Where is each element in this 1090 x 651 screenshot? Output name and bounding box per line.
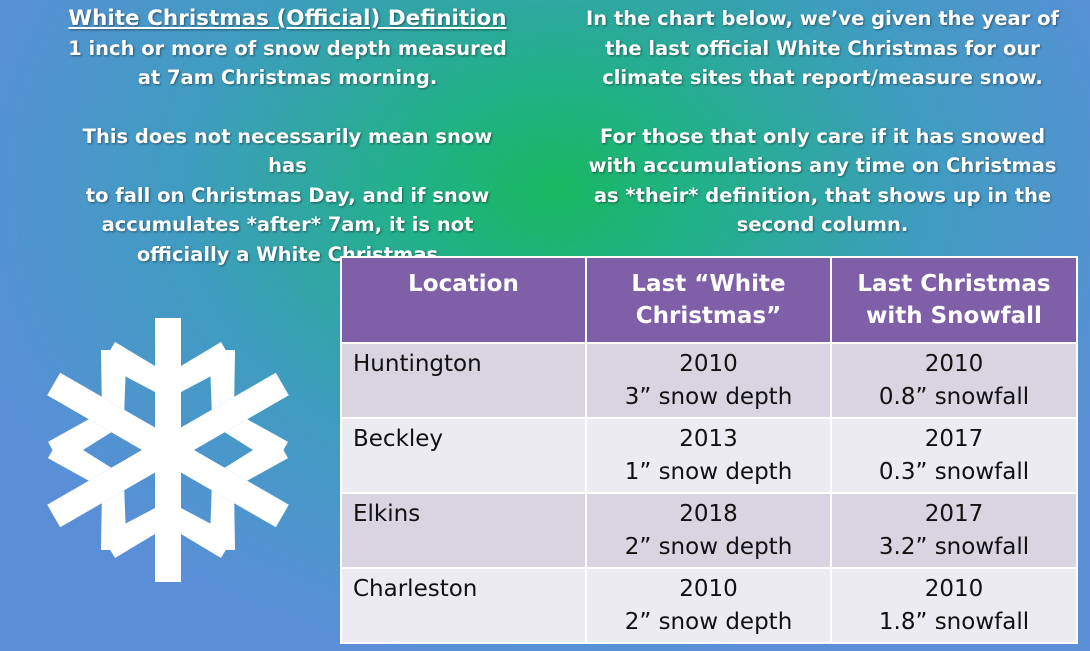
header-line: Snowfall <box>930 303 1042 329</box>
explanation-line: In the chart below, we’ve given the year… <box>586 7 1059 30</box>
header-white-christmas: Last “White Christmas” <box>585 256 832 344</box>
detail: 0.3” snowfall <box>878 459 1030 485</box>
detail: 1.8” snowfall <box>878 609 1030 635</box>
note-line: This does not necessarily mean snow has <box>82 124 493 178</box>
explanation-panel: In the chart below, we’ve given the year… <box>585 4 1060 240</box>
year: 2010 <box>679 351 738 377</box>
explanation-line: For those that only care if it has snowe… <box>599 124 1046 148</box>
location-cell: Charleston <box>340 567 587 644</box>
location-cell: Beckley <box>340 417 587 494</box>
detail: 0.8” snowfall <box>878 384 1030 410</box>
year: 2013 <box>679 426 738 452</box>
location-cell: Huntington <box>340 342 587 419</box>
definition-title: White Christmas (Official) Definition <box>68 6 507 31</box>
snowfall-cell: 2010 1.8” snowfall <box>830 567 1078 644</box>
definition-line: 1 inch or more of snow depth measured <box>68 36 507 60</box>
snowfall-cell: 2017 3.2” snowfall <box>830 492 1078 569</box>
snowfall-cell: 2010 0.8” snowfall <box>830 342 1078 419</box>
explanation-line: the last official White Christmas for ou… <box>605 36 1040 60</box>
header-snowfall: Last Christmas with Snowfall <box>830 256 1078 344</box>
table-row: Beckley 2013 1” snow depth 2017 0.3” sno… <box>340 417 1078 494</box>
header-line: Last Christmas with <box>857 271 1051 329</box>
note-line: accumulates *after* 7am, it is not <box>101 213 474 236</box>
table-row: Huntington 2010 3” snow depth 2010 0.8” … <box>340 342 1078 419</box>
year: 2010 <box>924 576 984 602</box>
snowflake-icon <box>38 318 298 582</box>
spacer <box>60 93 515 122</box>
header-line: Christmas” <box>635 303 782 329</box>
detail: 3.2” snowfall <box>878 534 1030 560</box>
header-location: Location <box>340 256 587 344</box>
note-line: to fall on Christmas Day, and if snow <box>85 183 490 207</box>
header-line: Last “White <box>631 271 786 297</box>
white-christmas-cell: 2010 3” snow depth <box>585 342 832 419</box>
white-christmas-cell: 2013 1” snow depth <box>585 417 832 494</box>
table-header-row: Location Last “White Christmas” Last Chr… <box>340 256 1078 344</box>
spacer <box>585 93 1060 122</box>
detail: 3” snow depth <box>624 384 793 410</box>
location-cell: Elkins <box>340 492 587 569</box>
table-row: Charleston 2010 2” snow depth 2010 1.8” … <box>340 567 1078 644</box>
detail: 2” snow depth <box>624 534 793 560</box>
explanation-line: as *their* definition, that shows up in … <box>593 183 1052 207</box>
year: 2017 <box>924 426 984 452</box>
explanation-line: second column. <box>736 213 909 236</box>
white-christmas-cell: 2018 2” snow depth <box>585 492 832 569</box>
table-row: Elkins 2018 2” snow depth 2017 3.2” snow… <box>340 492 1078 569</box>
white-christmas-table: Location Last “White Christmas” Last Chr… <box>340 256 1078 644</box>
year: 2010 <box>679 576 738 602</box>
detail: 2” snow depth <box>624 609 793 635</box>
explanation-line: with accumulations any time on Christmas <box>588 154 1057 177</box>
year: 2018 <box>679 501 738 527</box>
white-christmas-cell: 2010 2” snow depth <box>585 567 832 644</box>
snowfall-cell: 2017 0.3” snowfall <box>830 417 1078 494</box>
explanation-line: climate sites that report/measure snow. <box>602 66 1043 89</box>
detail: 1” snow depth <box>624 459 793 485</box>
year: 2010 <box>924 351 984 377</box>
year: 2017 <box>924 501 984 527</box>
definition-line: at 7am Christmas morning. <box>137 66 438 89</box>
definition-panel: White Christmas (Official) Definition 1 … <box>60 4 515 269</box>
